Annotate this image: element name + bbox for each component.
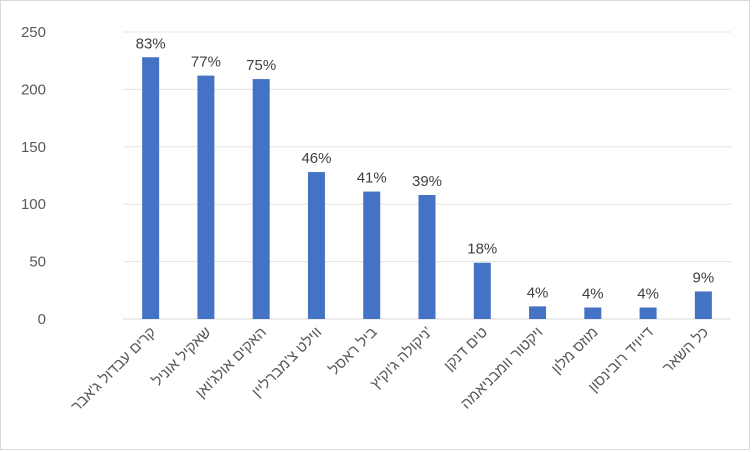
y-axis: 0 50 100 150 200 250 [21,24,46,328]
data-label-background [125,33,176,55]
data-label-background [291,148,342,170]
data-label: 75% [246,57,276,74]
data-label: 77% [191,54,221,71]
bar [363,191,381,319]
y-tick-label: 250 [21,24,46,41]
data-label-background [402,171,452,193]
x-tick-label: ביל ראסל [326,324,381,379]
x-tick-label: כל השאר [659,324,712,377]
data-label-background [457,238,508,260]
bar [142,57,160,319]
data-label-background [623,283,674,305]
bar [418,195,436,319]
bar [639,307,657,319]
x-tick-label: מוזס מלון [548,324,601,377]
bar [307,172,325,319]
data-label-background [180,51,231,73]
x-tick-label: טים דנקן [441,324,491,374]
bar [252,79,270,320]
data-label: 83% [136,35,166,52]
bar [197,75,215,320]
bar [473,262,491,319]
data-label: 18% [467,241,497,258]
data-label-background [678,267,729,289]
data-label-background [512,282,563,304]
data-label-background [236,55,287,77]
bar [529,306,547,319]
data-label: 41% [357,170,387,187]
bar [694,291,712,319]
bars [142,57,712,320]
bar [584,307,602,319]
data-label-background [346,167,397,189]
y-tick-label: 100 [21,196,46,213]
data-label: 46% [301,150,331,167]
y-tick-label: 50 [29,254,46,271]
x-tick-label: קרים עבדול ג'אבר [68,324,160,416]
data-labels: 83% 77% 75% 46% 41% 39% 18% 4% 4% 4% 9% [125,33,729,305]
data-label: 9% [693,269,715,286]
y-tick-label: 150 [21,139,46,156]
data-label: 4% [527,284,549,301]
data-label: 4% [582,286,604,303]
y-tick-label: 0 [38,311,46,328]
data-label: 39% [412,173,442,190]
data-label: 4% [637,286,659,303]
data-label-background [567,283,618,305]
y-tick-label: 200 [21,81,46,98]
